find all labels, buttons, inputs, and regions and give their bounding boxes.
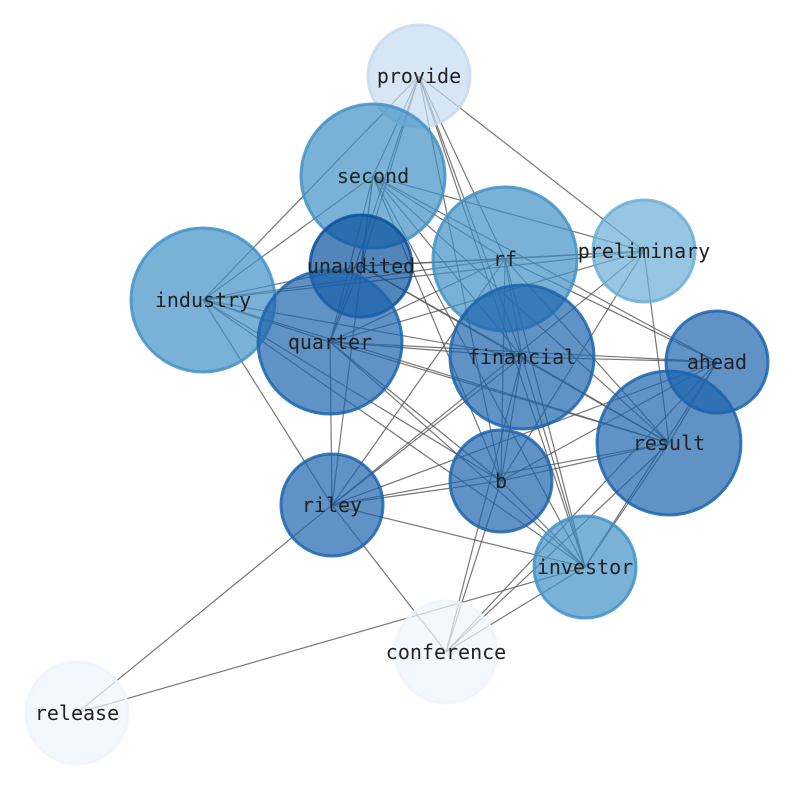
edge-riley-release [76,504,333,714]
node-label-release: release [35,701,119,725]
node-label-result: result [633,431,705,455]
node-label-rf: rf [493,247,517,271]
node-label-industry: industry [155,288,251,312]
nodes-layer: provide second rf preliminary unaudited indus… [24,23,770,766]
node-conference[interactable] [393,599,499,705]
node-quarter[interactable] [256,268,404,416]
node-circle[interactable] [448,283,596,431]
node-b[interactable] [448,428,554,534]
node-circle[interactable] [256,268,404,416]
node-label-investor: investor [537,555,633,579]
node-label-second: second [337,164,409,188]
node-release[interactable] [24,660,130,766]
node-circle[interactable] [24,660,130,766]
node-label-financial: financial [468,345,576,369]
node-label-ahead: ahead [687,350,747,374]
node-label-conference: conference [386,640,506,664]
node-riley[interactable] [279,452,385,558]
node-circle[interactable] [595,369,743,517]
node-preliminary[interactable] [591,198,697,304]
node-investor[interactable] [532,514,638,620]
node-label-quarter: quarter [288,330,372,354]
node-circle[interactable] [532,514,638,620]
node-circle[interactable] [279,452,385,558]
node-circle[interactable] [448,428,554,534]
node-label-b: b [495,469,507,493]
node-circle[interactable] [393,599,499,705]
node-label-provide: provide [377,64,461,88]
edge-investor-release [76,566,586,714]
node-label-preliminary: preliminary [578,239,710,263]
node-label-riley: riley [302,493,362,517]
node-financial[interactable] [448,283,596,431]
node-result[interactable] [595,369,743,517]
node-circle[interactable] [591,198,697,304]
node-label-unaudited: unaudited [307,254,415,278]
